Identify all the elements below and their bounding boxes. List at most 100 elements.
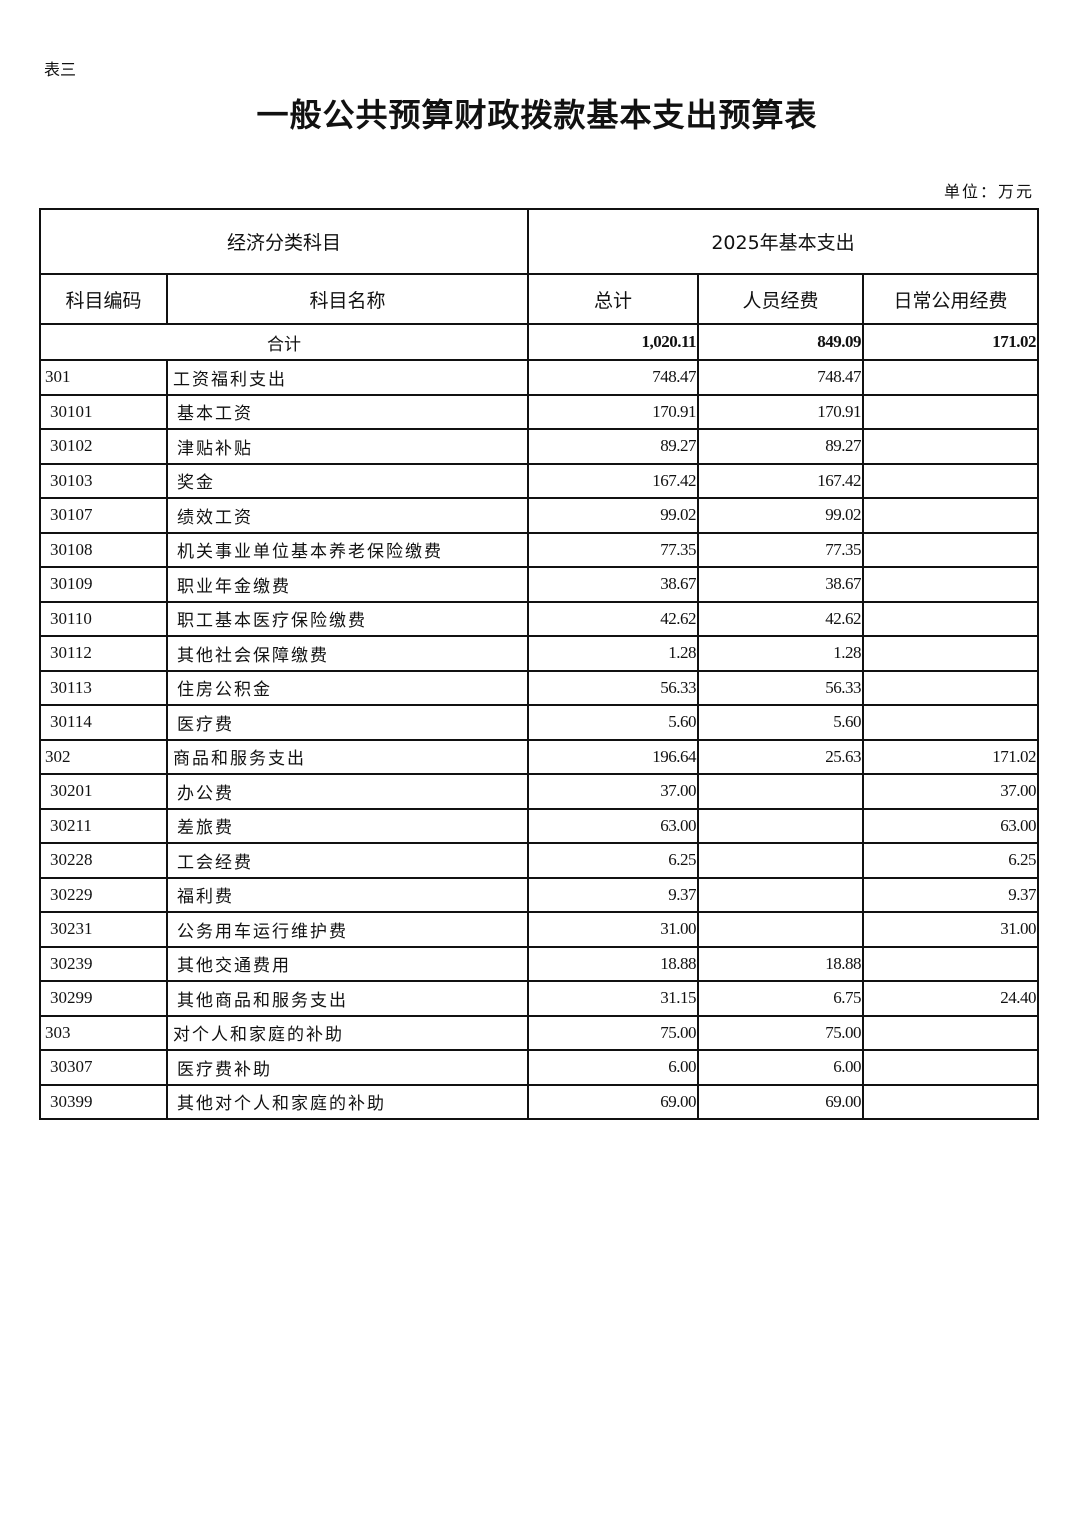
row-public — [862, 566, 1040, 603]
row-name: 奖金 — [165, 462, 530, 499]
row-personnel: 56.33 — [697, 669, 865, 706]
row-personnel: 6.00 — [697, 1049, 865, 1086]
row-name: 医疗费 — [165, 704, 530, 741]
table-row: 302 商品和服务支出 196.64 25.63 171.02 — [39, 738, 1040, 775]
row-personnel: 25.63 — [697, 738, 865, 775]
row-total: 99.02 — [527, 497, 700, 534]
table-row: 30113 住房公积金 56.33 56.33 — [39, 669, 1040, 706]
table-row: 30112 其他社会保障缴费 1.28 1.28 — [39, 635, 1040, 672]
row-code: 30107 — [39, 497, 168, 534]
row-total: 9.37 — [527, 876, 700, 913]
row-name: 其他对个人和家庭的补助 — [165, 1083, 530, 1120]
row-code: 30228 — [39, 842, 168, 879]
row-public — [862, 497, 1040, 534]
table-row: 301 工资福利支出 748.47 748.47 — [39, 359, 1040, 396]
row-code: 30113 — [39, 669, 168, 706]
total-label: 合计 — [38, 323, 530, 361]
row-name: 其他商品和服务支出 — [165, 980, 530, 1017]
row-personnel — [697, 911, 865, 948]
row-name: 其他交通费用 — [165, 945, 530, 982]
row-total: 1.28 — [527, 635, 700, 672]
table-row: 30109 职业年金缴费 38.67 38.67 — [39, 566, 1040, 603]
table-row: 30114 医疗费 5.60 5.60 — [39, 704, 1040, 741]
row-public: 171.02 — [862, 738, 1040, 775]
table-label: 表三 — [44, 62, 77, 79]
table-row: 303 对个人和家庭的补助 75.00 75.00 — [39, 1014, 1040, 1051]
row-personnel — [697, 842, 865, 879]
table-row: 30231 公务用车运行维护费 31.00 31.00 — [39, 911, 1040, 948]
row-total: 75.00 — [527, 1014, 700, 1051]
row-code: 30112 — [39, 635, 168, 672]
header-column-row: 科目编码 科目名称 总计 人员经费 日常公用经费 — [39, 273, 1040, 325]
header-total: 总计 — [527, 273, 700, 325]
header-code: 科目编码 — [39, 273, 168, 325]
row-total: 69.00 — [527, 1083, 700, 1120]
row-personnel: 1.28 — [697, 635, 865, 672]
row-total: 56.33 — [527, 669, 700, 706]
row-total: 31.00 — [527, 911, 700, 948]
row-code: 301 — [39, 359, 168, 396]
header-public: 日常公用经费 — [862, 273, 1040, 325]
row-public — [862, 945, 1040, 982]
row-name: 工会经费 — [165, 842, 530, 879]
row-code: 30299 — [39, 980, 168, 1017]
row-personnel: 75.00 — [697, 1014, 865, 1051]
table-row: 30299 其他商品和服务支出 31.15 6.75 24.40 — [39, 980, 1040, 1017]
header-personnel: 人员经费 — [697, 273, 865, 325]
row-code: 30229 — [39, 876, 168, 913]
row-total: 89.27 — [527, 428, 700, 465]
table-row: 30110 职工基本医疗保险缴费 42.62 42.62 — [39, 600, 1040, 637]
row-personnel — [697, 773, 865, 810]
row-public: 9.37 — [862, 876, 1040, 913]
row-name: 公务用车运行维护费 — [165, 911, 530, 948]
total-public: 171.02 — [862, 323, 1040, 361]
row-total: 63.00 — [527, 807, 700, 844]
row-public: 31.00 — [862, 911, 1040, 948]
row-total: 77.35 — [527, 531, 700, 568]
header-group-row: 经济分类科目 2025年基本支出 — [38, 208, 1040, 275]
table-row: 30201 办公费 37.00 37.00 — [39, 773, 1040, 810]
row-personnel: 77.35 — [697, 531, 865, 568]
row-code: 30110 — [39, 600, 168, 637]
row-public — [862, 635, 1040, 672]
row-name: 职工基本医疗保险缴费 — [165, 600, 530, 637]
row-personnel: 99.02 — [697, 497, 865, 534]
row-code: 30102 — [39, 428, 168, 465]
row-public: 63.00 — [862, 807, 1040, 844]
table-row: 30107 绩效工资 99.02 99.02 — [39, 497, 1040, 534]
page-title: 一般公共预算财政拨款基本支出预算表 — [256, 97, 818, 133]
row-name: 办公费 — [165, 773, 530, 810]
row-name: 福利费 — [165, 876, 530, 913]
header-name: 科目名称 — [165, 273, 530, 325]
row-total: 42.62 — [527, 600, 700, 637]
row-public — [862, 428, 1040, 465]
row-public — [862, 704, 1040, 741]
row-public — [862, 1014, 1040, 1051]
row-name: 津贴补贴 — [165, 428, 530, 465]
row-public: 24.40 — [862, 980, 1040, 1017]
table-row: 30103 奖金 167.42 167.42 — [39, 462, 1040, 499]
row-code: 30201 — [39, 773, 168, 810]
row-name: 基本工资 — [165, 393, 530, 430]
table-row: 30239 其他交通费用 18.88 18.88 — [39, 945, 1040, 982]
row-public — [862, 1049, 1040, 1086]
total-row: 合计 1,020.11 849.09 171.02 — [38, 323, 1040, 361]
row-personnel: 69.00 — [697, 1083, 865, 1120]
row-code: 30211 — [39, 807, 168, 844]
total-personnel: 849.09 — [697, 323, 865, 361]
row-code: 303 — [39, 1014, 168, 1051]
total-total: 1,020.11 — [527, 323, 700, 361]
row-public — [862, 462, 1040, 499]
row-name: 工资福利支出 — [165, 359, 530, 396]
row-code: 30109 — [39, 566, 168, 603]
row-total: 6.00 — [527, 1049, 700, 1086]
table-row: 30101 基本工资 170.91 170.91 — [39, 393, 1040, 430]
row-total: 6.25 — [527, 842, 700, 879]
row-code: 302 — [39, 738, 168, 775]
row-name: 绩效工资 — [165, 497, 530, 534]
table-row: 30399 其他对个人和家庭的补助 69.00 69.00 — [39, 1083, 1040, 1120]
row-public — [862, 531, 1040, 568]
row-total: 5.60 — [527, 704, 700, 741]
row-personnel: 170.91 — [697, 393, 865, 430]
row-code: 30101 — [39, 393, 168, 430]
